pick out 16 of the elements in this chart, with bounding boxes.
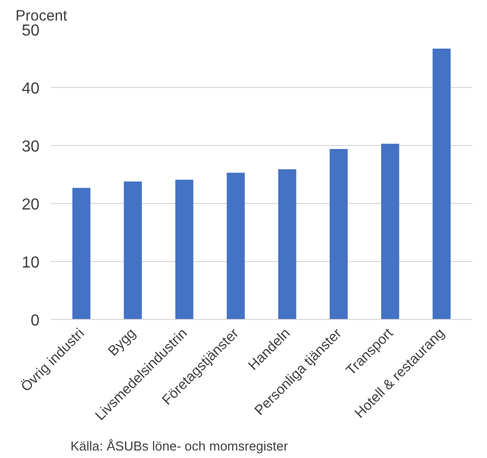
y-axis-title: Procent <box>16 8 68 24</box>
bar <box>278 169 296 320</box>
y-tick-label: 0 <box>30 312 40 330</box>
y-tick-label: 20 <box>22 196 40 214</box>
y-tick-label: 30 <box>22 138 40 156</box>
y-tick-label: 50 <box>22 22 40 40</box>
y-tick-label: 10 <box>22 254 40 272</box>
bar <box>226 172 245 320</box>
bar <box>72 188 90 320</box>
bar <box>432 48 451 320</box>
bar <box>124 181 142 320</box>
bar <box>381 144 400 320</box>
bar <box>175 180 194 320</box>
y-tick-label: 40 <box>22 80 40 98</box>
bar <box>330 148 348 320</box>
text: Källa: ÅSUBs löne- och momsregister <box>70 438 289 454</box>
